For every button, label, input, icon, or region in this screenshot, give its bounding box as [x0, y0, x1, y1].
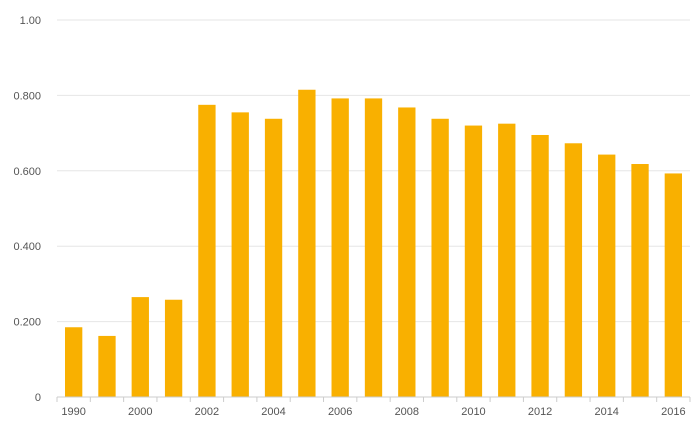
x-tick-label: 2008 — [395, 406, 419, 418]
bar-2009 — [431, 118, 449, 398]
x-tick-label: 2002 — [195, 406, 219, 418]
bar-2012 — [531, 134, 549, 398]
bar-2002 — [198, 104, 216, 397]
bar-2000 — [131, 297, 149, 397]
x-axis-tick-labels: 1990 2000 2002 2004 2006 2008 2010 2012 2014 2016 — [61, 406, 685, 418]
bar-1990 — [64, 327, 83, 397]
x-tick-label: 2000 — [128, 406, 152, 418]
bar-2001 — [164, 299, 183, 397]
bar-2014 — [598, 154, 616, 397]
bar-2007 — [364, 98, 383, 397]
bars — [64, 89, 683, 398]
y-tick-label: 0.800 — [13, 90, 41, 102]
y-tick-label: 0.400 — [13, 241, 41, 253]
y-tick-label: 1.00 — [20, 15, 41, 27]
x-tick-label: 1990 — [61, 406, 85, 418]
y-tick-label: 0 — [35, 392, 41, 404]
bar-2008 — [398, 107, 416, 398]
bar-2004 — [264, 118, 283, 398]
x-tick-label: 2004 — [261, 406, 285, 418]
x-tick-label: 2010 — [461, 406, 485, 418]
bar-2006 — [331, 98, 349, 397]
bar-2016 — [664, 173, 683, 397]
x-tick-label: 2006 — [328, 406, 352, 418]
x-axis-ticks — [56, 397, 691, 402]
bar-2005 — [298, 89, 316, 398]
bar-2011 — [498, 123, 516, 398]
bar-1995 — [98, 335, 116, 397]
y-axis-tick-labels: 0 0.200 0.400 0.600 0.800 1.00 — [13, 15, 41, 404]
bar-2015 — [631, 164, 649, 397]
y-tick-label: 0.200 — [13, 317, 41, 329]
bar-2003 — [231, 112, 249, 398]
x-tick-label: 2014 — [594, 406, 618, 418]
bar-2010 — [464, 125, 483, 397]
y-tick-label: 0.600 — [13, 166, 41, 178]
x-tick-label: 2012 — [528, 406, 552, 418]
x-tick-label: 2016 — [661, 406, 685, 418]
bar-2013 — [564, 143, 583, 397]
